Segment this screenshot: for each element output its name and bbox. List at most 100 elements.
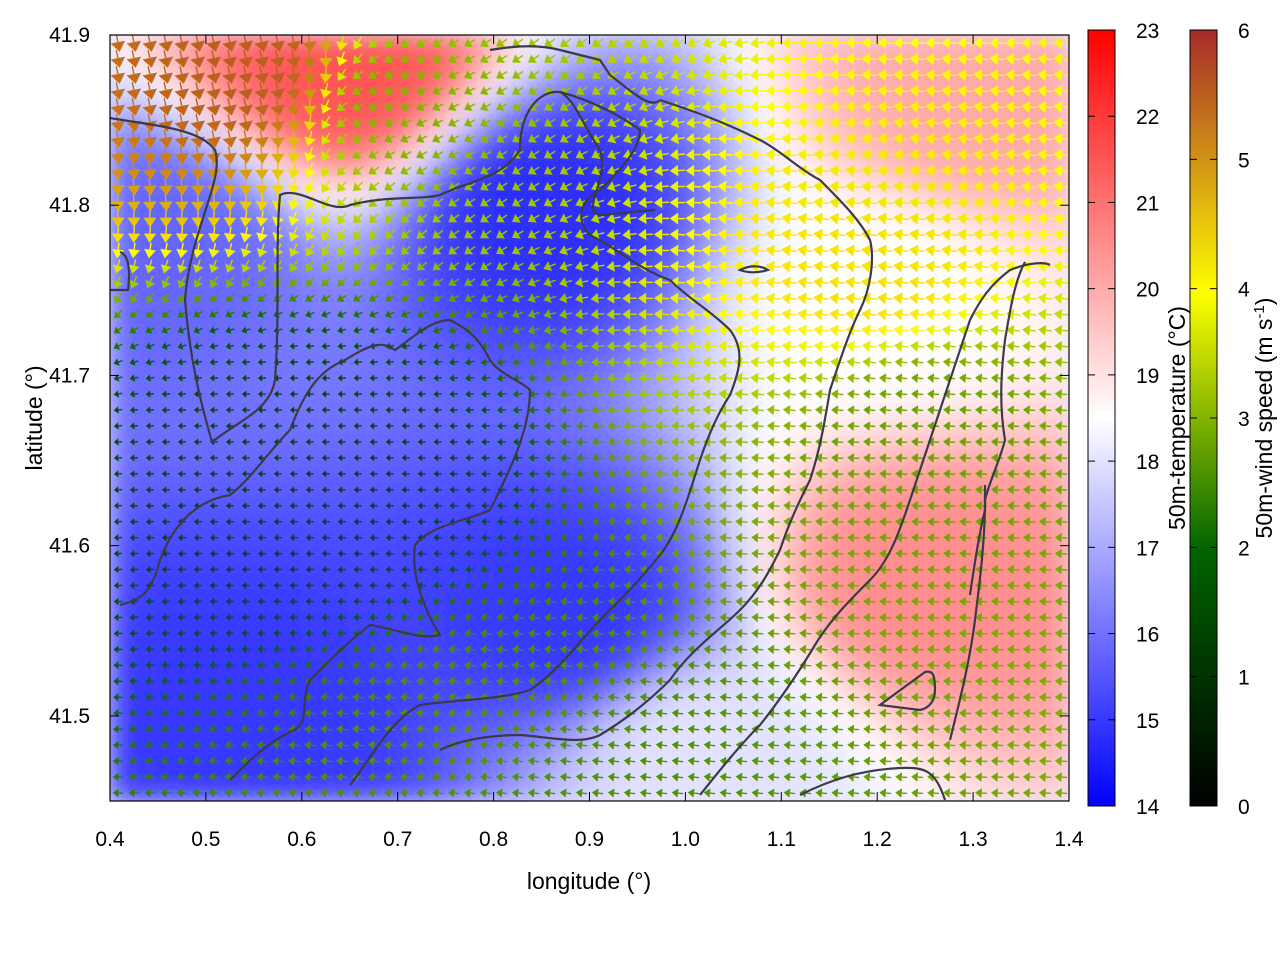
wind-arrow <box>241 438 250 446</box>
wind-arrow <box>254 129 269 148</box>
wind-arrow <box>273 518 282 526</box>
wind-arrow <box>209 613 219 622</box>
colorbar-tick-label: 20 <box>1136 279 1159 302</box>
wind-arrow <box>225 259 236 273</box>
wind-arrow <box>145 406 155 414</box>
wind-arrow <box>192 756 204 766</box>
wind-arrow <box>289 326 299 334</box>
wind-arrow <box>241 454 250 462</box>
wind-arrow <box>175 209 189 228</box>
wind-arrow <box>158 161 173 180</box>
wind-arrow <box>256 772 268 782</box>
wind-arrow <box>257 629 267 638</box>
wind-arrow <box>241 486 250 494</box>
wind-arrow <box>289 629 299 638</box>
wind-arrow <box>129 581 139 590</box>
wind-arrow <box>176 242 188 259</box>
wind-arrow <box>206 129 221 148</box>
wind-arrow <box>304 645 315 654</box>
wind-arrow <box>241 390 250 398</box>
wind-arrow <box>129 470 139 478</box>
wind-arrow <box>272 661 283 670</box>
wind-arrow <box>289 518 298 526</box>
wind-arrow <box>240 677 251 686</box>
wind-arrow <box>240 788 252 798</box>
wind-arrow <box>127 177 141 196</box>
wind-arrow <box>113 422 123 430</box>
wind-arrow <box>209 326 219 334</box>
wind-arrow <box>144 788 156 798</box>
wind-arrow <box>206 97 221 116</box>
wind-arrow <box>289 470 298 478</box>
wind-arrow <box>222 161 237 180</box>
wind-arrow <box>145 275 156 289</box>
wind-arrow <box>239 210 253 227</box>
colorbar-tick-label: 17 <box>1136 537 1159 560</box>
wind-arrow <box>114 309 123 319</box>
wind-arrow <box>209 502 218 510</box>
wind-arrow <box>240 740 252 750</box>
wind-arrow <box>289 613 299 622</box>
wind-arrow <box>129 550 139 558</box>
wind-arrow <box>289 243 300 257</box>
wind-arrow <box>287 146 301 164</box>
colorbar-tick-label: 19 <box>1136 365 1159 388</box>
wind-arrow <box>143 193 157 212</box>
wind-arrow <box>273 613 283 622</box>
wind-arrow <box>110 65 126 84</box>
wind-arrow <box>144 772 156 782</box>
wind-arrow <box>225 677 235 686</box>
wind-arrow <box>240 708 252 718</box>
wind-arrow <box>288 756 300 766</box>
colorbar-tick-label: 23 <box>1136 20 1159 43</box>
wind-arrow <box>193 406 202 414</box>
wind-arrow <box>209 486 218 494</box>
wind-arrow <box>113 406 123 414</box>
wind-arrow <box>145 438 155 446</box>
wind-arrow <box>145 310 155 318</box>
wind-arrow <box>145 613 155 622</box>
wind-arrow <box>241 259 252 273</box>
wind-arrow <box>258 277 267 288</box>
wind-arrow <box>129 661 139 670</box>
wind-arrow <box>257 486 266 494</box>
wind-arrow <box>209 293 219 303</box>
wind-arrow <box>129 486 139 494</box>
x-tick-label: 1.1 <box>767 828 796 851</box>
wind-arrow <box>142 97 158 116</box>
wind-arrow <box>113 629 123 638</box>
wind-arrow <box>289 358 298 366</box>
wind-arrow <box>209 645 219 654</box>
wind-arrow <box>142 161 157 180</box>
wind-arrow <box>110 81 126 100</box>
wind-arrow <box>288 788 300 798</box>
wind-arrow <box>288 194 300 211</box>
wind-arrow <box>225 645 235 654</box>
wind-arrow <box>241 406 250 414</box>
wind-arrow <box>161 661 171 670</box>
wind-arrow <box>190 97 206 116</box>
wind-arrow <box>257 518 266 526</box>
wind-arrow <box>161 550 170 558</box>
wind-arrow <box>160 709 171 718</box>
wind-arrow <box>286 65 301 84</box>
colorbar-tick-label: 1 <box>1238 667 1250 690</box>
y-tick-label: 41.9 <box>49 24 90 47</box>
wind-arrow <box>254 145 269 164</box>
wind-arrow <box>270 65 285 84</box>
wind-arrow <box>145 534 155 542</box>
wind-arrow <box>129 534 139 542</box>
wind-arrow <box>289 342 299 350</box>
colorbar-tick-label: 3 <box>1238 408 1250 431</box>
wind-arrow <box>254 113 269 132</box>
wind-arrow <box>208 693 219 702</box>
wind-arrow <box>206 65 222 84</box>
wind-arrow <box>225 661 235 670</box>
wind-arrow <box>145 661 155 670</box>
wind-arrow <box>254 97 269 116</box>
wind-arrow <box>176 740 188 750</box>
wind-vector-field <box>110 35 1069 798</box>
wind-arrow <box>289 486 298 494</box>
wind-arrow <box>206 113 221 132</box>
wind-arrow <box>241 470 250 478</box>
